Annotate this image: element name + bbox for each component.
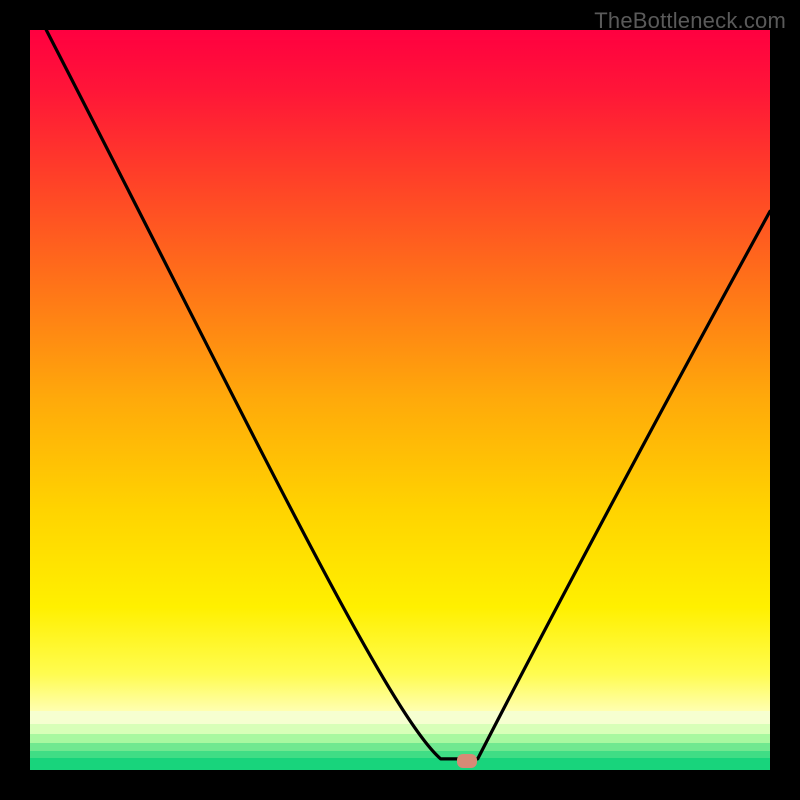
v-curve-path xyxy=(46,30,770,759)
chart-container: TheBottleneck.com xyxy=(0,0,800,800)
watermark-text: TheBottleneck.com xyxy=(594,8,786,34)
bottleneck-curve xyxy=(30,30,770,770)
optimal-point-marker xyxy=(457,754,477,768)
